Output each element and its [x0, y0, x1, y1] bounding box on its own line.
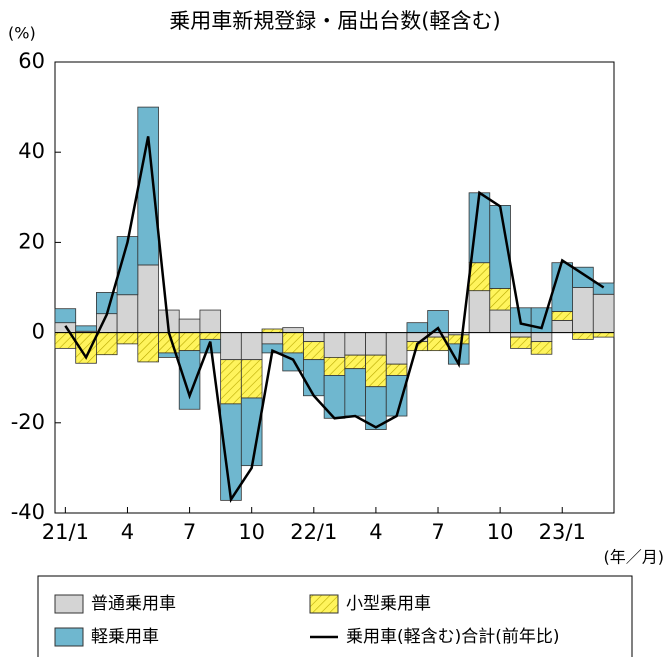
- legend-label: 乗用車(軽含む)合計(前年比): [346, 627, 560, 647]
- y-unit: (%): [8, 24, 36, 43]
- bar: [489, 288, 511, 311]
- x-tick-label: 21/1: [42, 520, 89, 544]
- bar: [240, 359, 263, 399]
- bar: [572, 332, 594, 340]
- bar: [178, 350, 201, 410]
- y-tick-label: 60: [18, 49, 45, 73]
- bar: [96, 332, 118, 356]
- bar: [468, 290, 491, 334]
- x-tick-label: 10: [238, 520, 265, 544]
- bar: [551, 320, 573, 334]
- bar: [323, 332, 346, 358]
- legend-label: 小型乗用車: [346, 594, 431, 614]
- bar: [365, 332, 387, 356]
- bar: [385, 332, 408, 365]
- bar: [592, 293, 615, 334]
- x-tick-label: 7: [431, 520, 444, 544]
- legend-swatch: [54, 627, 84, 647]
- x-tick-label: 23/1: [539, 520, 586, 544]
- bar: [468, 262, 491, 292]
- bar: [303, 332, 325, 343]
- legend-swatch: [54, 594, 84, 614]
- y-tick-label: -40: [11, 500, 45, 524]
- total-line: [64, 136, 605, 503]
- x-tick-label: 22/1: [290, 520, 337, 544]
- bar: [282, 327, 304, 334]
- bar: [385, 375, 408, 417]
- x-unit: (年／月): [604, 548, 665, 567]
- y-tick-label: 20: [18, 229, 45, 253]
- bar: [530, 332, 553, 343]
- bar: [572, 266, 594, 288]
- bar: [116, 332, 139, 345]
- bar: [282, 332, 304, 354]
- y-tick-label: 0: [32, 320, 45, 344]
- bar: [220, 332, 242, 361]
- bar: [54, 308, 77, 324]
- bar: [385, 363, 408, 376]
- bar: [199, 309, 222, 333]
- bar: [447, 334, 470, 345]
- bar: [344, 354, 366, 370]
- bar: [572, 287, 594, 333]
- bar: [220, 359, 242, 405]
- x-tick-label: 7: [183, 520, 196, 544]
- legend-label: 軽乗用車: [91, 627, 159, 647]
- x-tick-label: 4: [121, 520, 134, 544]
- bar: [261, 328, 284, 334]
- bar: [261, 332, 284, 345]
- bar: [344, 332, 366, 356]
- bar: [365, 354, 387, 388]
- bar: [551, 311, 573, 321]
- bar: [303, 359, 325, 397]
- legend-label: 普通乗用車: [91, 594, 176, 614]
- bar: [137, 332, 159, 363]
- x-tick-label: 4: [369, 520, 382, 544]
- bar: [240, 332, 263, 361]
- legend-box: [37, 575, 633, 657]
- y-tick-label: -20: [11, 410, 45, 434]
- bar: [510, 336, 532, 349]
- bar: [199, 332, 222, 340]
- bar: [592, 332, 615, 338]
- bar: [406, 322, 429, 334]
- bar: [592, 282, 615, 295]
- bar: [530, 341, 553, 355]
- bar: [137, 264, 159, 334]
- bar: [303, 341, 325, 361]
- bar: [323, 357, 346, 376]
- bar: [510, 332, 532, 338]
- x-tick-label: 10: [487, 520, 514, 544]
- chart-title: 乗用車新規登録・届出台数(軽含む): [169, 9, 500, 33]
- legend-swatch: [309, 594, 339, 614]
- bar: [116, 294, 139, 334]
- bar: [489, 309, 511, 333]
- y-tick-label: 40: [18, 139, 45, 163]
- bar: [344, 368, 366, 417]
- bar: [137, 106, 159, 266]
- bar: [178, 318, 201, 334]
- bar: [75, 325, 97, 332]
- bar: [178, 332, 201, 352]
